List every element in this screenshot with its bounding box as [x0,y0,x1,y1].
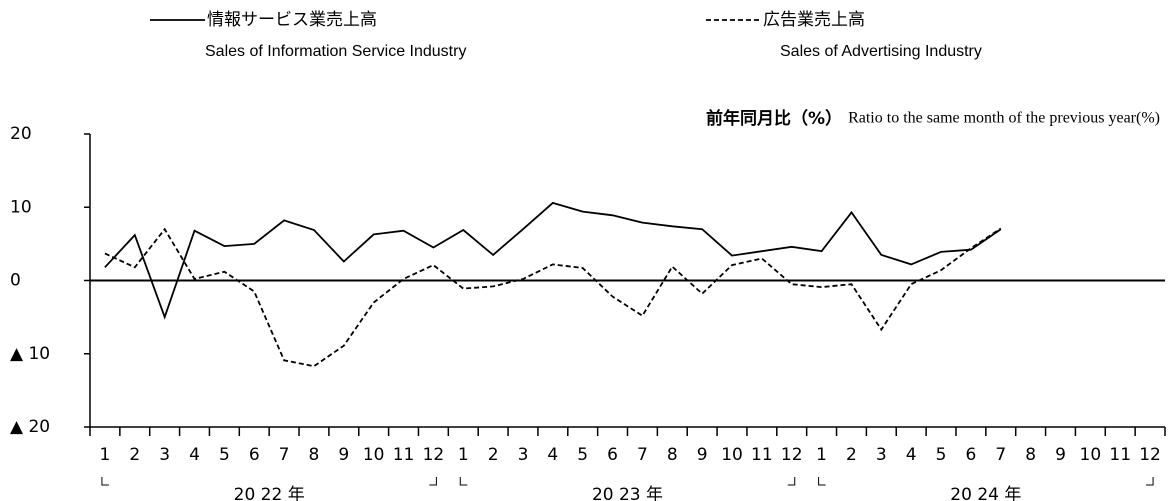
year-label: 20 22 年 [234,485,305,501]
year-label: 20 23 年 [592,485,663,501]
x-tick-label: 11 [1109,445,1131,465]
series-line [104,227,1002,368]
x-tick-label: 1 [816,445,827,465]
y-tick-label: ▲ 20 [10,417,50,437]
x-tick-label: 12 [423,445,445,465]
x-tick-label: 5 [219,445,230,465]
bracket-right [787,477,796,486]
bracket-left [818,477,826,486]
annotation-en: Ratio to the same month of the previous … [848,110,1160,127]
series-line [104,201,1002,320]
x-tick-label: 6 [965,445,976,465]
x-tick-label: 8 [309,445,320,465]
x-tick-label: 6 [249,445,260,465]
legend-label-en: Sales of Information Service Industry [205,43,466,60]
annotation-ja: 前年同月比（%） [706,108,842,129]
x-tick-label: 2 [129,445,140,465]
legend-label: 情報サービス業売上高 [207,10,377,30]
x-tick-label: 9 [338,445,349,465]
x-tick-label: 7 [637,445,648,465]
x-tick-label: 12 [1139,445,1161,465]
x-tick-label: 6 [607,445,618,465]
x-tick-label: 10 [363,445,385,465]
bracket-right [1146,477,1154,486]
x-tick-label: 10 [721,445,743,465]
x-tick-label: 3 [876,445,887,465]
x-tick-label: 4 [906,445,917,465]
x-tick-label: 9 [1055,445,1066,465]
x-tick-label: 7 [279,445,290,465]
x-tick-label: 2 [488,445,499,465]
x-tick-label: 8 [667,445,678,465]
y-tick-label: 10 [10,197,32,217]
legend-label: 広告業売上高 [763,10,865,30]
year-label: 20 24 年 [950,485,1021,501]
x-tick-label: 1 [100,445,111,465]
y-tick-label: 0 [10,271,21,291]
x-tick-label: 10 [1080,445,1102,465]
x-tick-label: 3 [159,445,170,465]
x-tick-label: 4 [189,445,200,465]
bracket-left [101,477,109,486]
y-tick-label: ▲ 10 [10,344,50,364]
x-tick-label: 7 [995,445,1006,465]
bracket-right [429,477,437,486]
x-tick-label: 11 [393,445,415,465]
x-tick-label: 9 [697,445,708,465]
x-tick-label: 3 [518,445,529,465]
x-tick-label: 5 [577,445,588,465]
x-tick-label: 5 [936,445,947,465]
bracket-left [459,477,468,486]
y-tick-label: 20 [10,124,32,144]
x-tick-label: 4 [547,445,558,465]
legend-label-en: Sales of Advertising Industry [780,43,982,60]
x-tick-label: 1 [458,445,469,465]
x-tick-label: 2 [846,445,857,465]
x-tick-label: 8 [1025,445,1036,465]
x-tick-label: 12 [781,445,803,465]
x-tick-label: 11 [751,445,773,465]
